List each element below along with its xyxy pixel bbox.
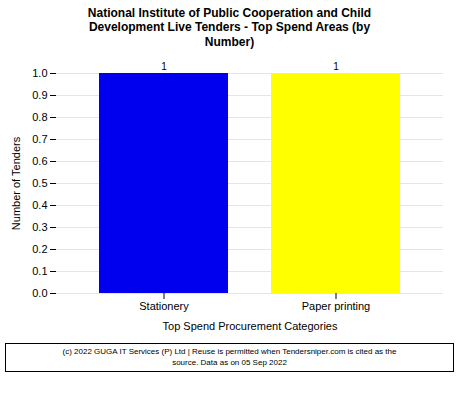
- html-text:(c) 2022 GUGA IT Services (P): (c) 2022 GUGA IT Services (P) Ltd | Reus…: [62, 347, 397, 367]
- svg-text:0.7: 0.7: [32, 133, 47, 145]
- svg-text:1: 1: [333, 61, 339, 72]
- html-text:National Institute of Public C: National Institute of Public Cooperation…: [87, 6, 372, 49]
- svg-text:Number of Tenders: Number of Tenders: [10, 137, 22, 231]
- svg-text:0.4: 0.4: [32, 199, 47, 211]
- svg-text:Stationery: Stationery: [139, 300, 189, 312]
- svg-text:0.5: 0.5: [32, 177, 47, 189]
- svg-text:0.8: 0.8: [32, 111, 47, 123]
- svg-text:0.9: 0.9: [32, 89, 47, 101]
- svg-text:Top Spend Procurement Categori: Top Spend Procurement Categories: [163, 320, 338, 332]
- svg-text:0.3: 0.3: [32, 221, 47, 233]
- svg-text:0.1: 0.1: [32, 265, 47, 277]
- svg-text:0.2: 0.2: [32, 243, 47, 255]
- svg-text:0.0: 0.0: [32, 287, 47, 299]
- svg-text:1: 1: [161, 61, 167, 72]
- svg-text:1.0: 1.0: [32, 67, 47, 79]
- svg-text:0.6: 0.6: [32, 155, 47, 167]
- svg-text:Paper printing: Paper printing: [302, 300, 371, 312]
